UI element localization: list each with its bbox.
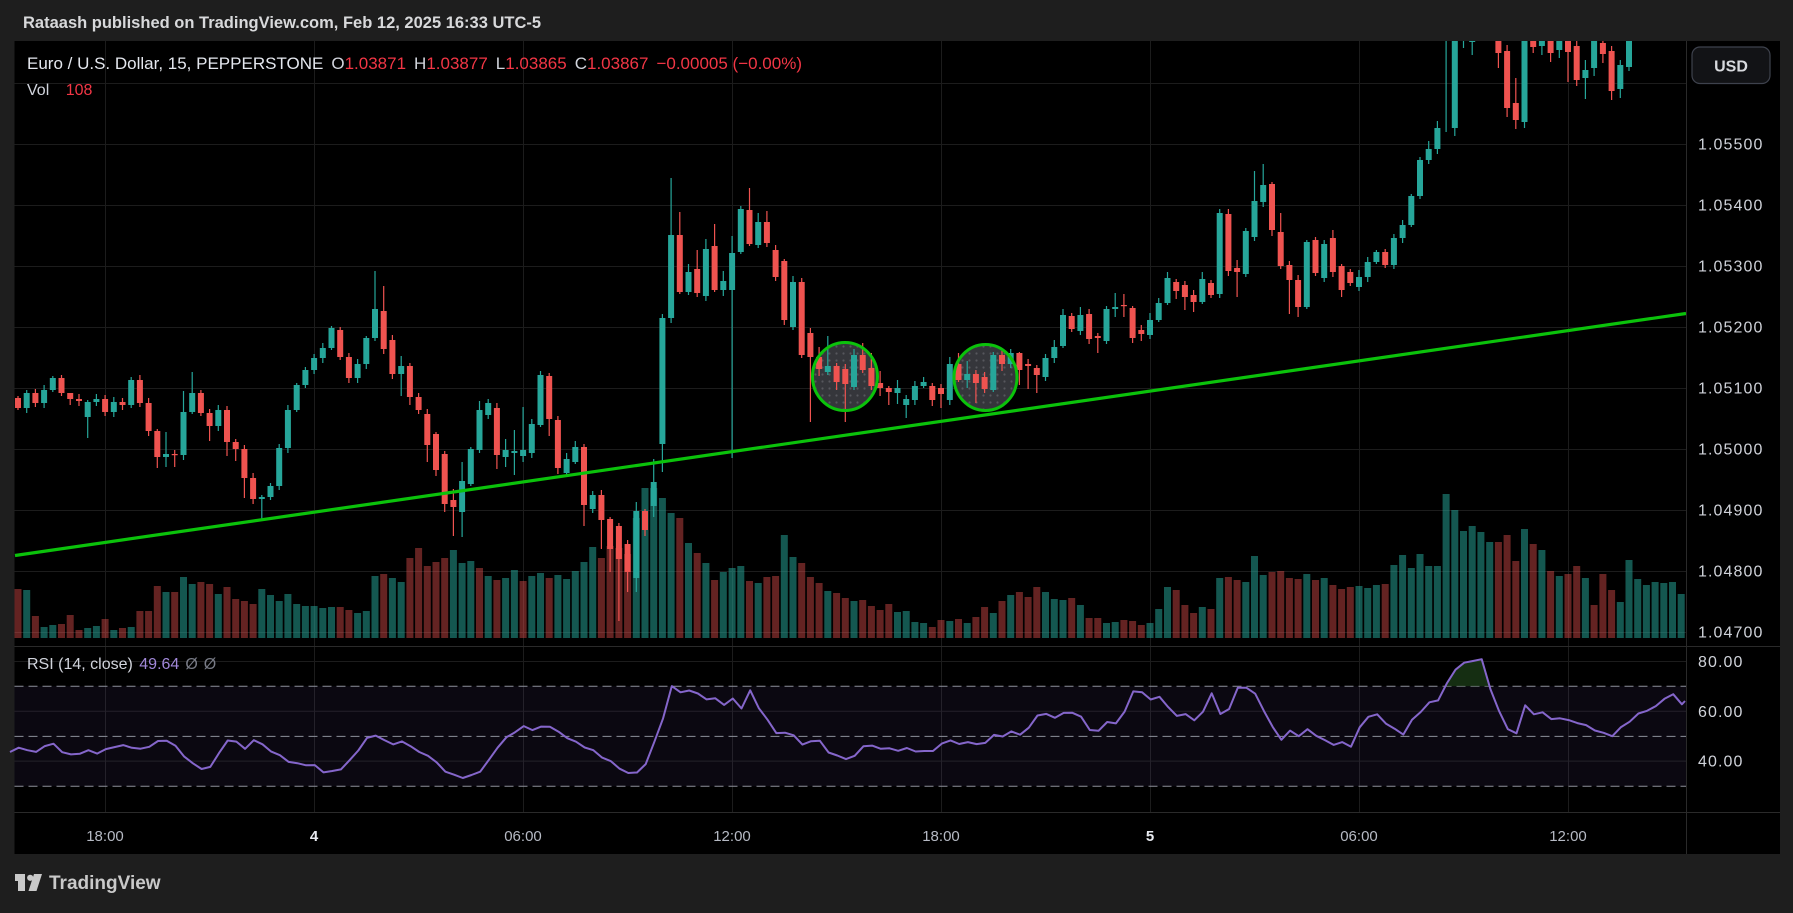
svg-text:4: 4 (310, 828, 319, 845)
svg-text:18:00: 18:00 (922, 828, 960, 845)
svg-text:USD: USD (1714, 59, 1748, 76)
svg-text:12:00: 12:00 (713, 828, 751, 845)
svg-text:5: 5 (1146, 828, 1154, 845)
svg-text:1.04700: 1.04700 (1698, 625, 1764, 642)
svg-text:18:00: 18:00 (86, 828, 124, 845)
svg-text:06:00: 06:00 (504, 828, 542, 845)
svg-text:06:00: 06:00 (1340, 828, 1378, 845)
svg-text:1.05000: 1.05000 (1698, 442, 1764, 459)
svg-text:Rataash published on TradingVi: Rataash published on TradingView.com, Fe… (23, 14, 541, 32)
svg-text:80.00: 80.00 (1698, 654, 1744, 671)
svg-text:1.04900: 1.04900 (1698, 503, 1764, 520)
svg-text:1.05200: 1.05200 (1698, 320, 1764, 337)
svg-text:1.05400: 1.05400 (1698, 198, 1764, 215)
svg-text:TradingView: TradingView (49, 873, 161, 894)
svg-text:1.04800: 1.04800 (1698, 564, 1764, 581)
svg-text:1.05500: 1.05500 (1698, 137, 1764, 154)
svg-text:60.00: 60.00 (1698, 704, 1744, 721)
svg-text:12:00: 12:00 (1549, 828, 1587, 845)
svg-text:Euro / U.S. Dollar, 15, PEPPER: Euro / U.S. Dollar, 15, PEPPERSTONE O1.03… (27, 54, 802, 73)
svg-text:1.05300: 1.05300 (1698, 259, 1764, 276)
svg-text:1.05100: 1.05100 (1698, 381, 1764, 398)
svg-text:40.00: 40.00 (1698, 754, 1744, 771)
